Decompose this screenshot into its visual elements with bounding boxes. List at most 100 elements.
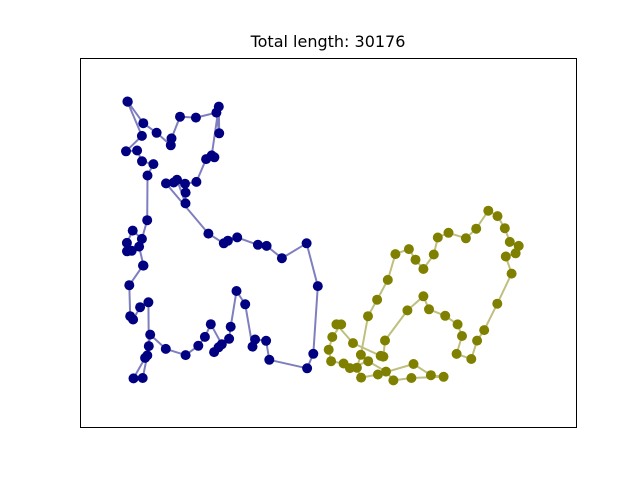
city-point-0-51	[140, 352, 151, 363]
city-point-1-21	[499, 223, 510, 234]
city-point-1-10	[457, 331, 467, 341]
city-point-1-43	[406, 373, 417, 383]
city-point-1-15	[492, 298, 503, 309]
city-point-0-44	[193, 340, 204, 351]
city-point-1-1	[348, 338, 358, 349]
city-point-1-45	[381, 366, 391, 377]
city-point-0-73	[122, 96, 133, 107]
city-point-0-53	[143, 297, 154, 308]
city-point-0-52	[143, 341, 154, 352]
city-point-0-47	[145, 329, 156, 340]
city-point-1-16	[506, 268, 517, 279]
city-point-0-56	[125, 311, 136, 322]
city-point-0-15	[180, 187, 191, 198]
city-point-0-46	[160, 343, 171, 354]
city-point-0-41	[216, 339, 227, 350]
city-point-0-29	[308, 348, 319, 359]
city-point-1-22	[492, 211, 503, 222]
city-point-1-40	[408, 359, 419, 369]
city-point-1-8	[440, 310, 451, 321]
city-point-0-49	[137, 373, 148, 383]
city-point-1-17	[500, 251, 511, 262]
city-point-0-63	[121, 237, 132, 248]
city-point-1-27	[432, 232, 443, 243]
city-point-0-67	[142, 170, 153, 181]
city-point-1-6	[418, 291, 429, 302]
city-point-0-40	[209, 347, 220, 358]
city-point-1-46	[363, 356, 374, 367]
city-point-0-65	[136, 233, 147, 244]
city-point-1-26	[443, 227, 454, 238]
city-point-1-44	[388, 375, 399, 386]
city-point-0-50	[128, 373, 139, 384]
city-point-0-38	[224, 333, 235, 344]
city-point-0-59	[138, 260, 149, 271]
city-point-0-6	[190, 112, 201, 123]
city-point-1-36	[355, 349, 366, 360]
city-point-1-19	[513, 240, 524, 251]
city-point-0-35	[240, 299, 251, 310]
city-point-0-30	[302, 363, 313, 374]
city-point-0-18	[168, 177, 179, 188]
city-point-1-29	[418, 264, 429, 274]
city-point-0-62	[122, 246, 132, 257]
city-point-1-32	[390, 249, 401, 260]
city-point-0-71	[121, 146, 131, 157]
city-point-1-20	[504, 236, 515, 247]
city-point-0-66	[142, 215, 153, 226]
city-point-1-4	[380, 335, 390, 346]
city-point-0-14	[180, 178, 190, 189]
city-point-1-48	[338, 358, 349, 369]
city-point-0-28	[312, 281, 323, 292]
city-point-0-72	[136, 130, 147, 141]
city-point-0-57	[124, 280, 135, 291]
city-point-1-30	[410, 254, 421, 265]
city-point-1-5	[402, 305, 413, 316]
city-point-0-23	[232, 232, 243, 243]
city-point-1-53	[331, 319, 342, 330]
city-point-1-38	[356, 372, 367, 383]
city-point-0-20	[203, 228, 214, 239]
city-point-0-43	[199, 331, 210, 342]
city-point-0-31	[264, 354, 275, 365]
city-point-0-9	[213, 101, 224, 112]
city-point-0-70	[132, 145, 143, 156]
city-point-0-19	[161, 178, 171, 189]
city-point-0-25	[261, 240, 272, 251]
city-point-1-23	[483, 205, 494, 216]
city-point-0-24	[252, 239, 263, 250]
city-point-0-42	[205, 319, 216, 330]
city-point-1-42	[438, 371, 449, 382]
city-point-1-7	[424, 304, 434, 315]
city-point-0-68	[148, 159, 159, 170]
city-point-1-49	[326, 356, 337, 367]
city-point-0-1	[138, 118, 149, 129]
city-point-1-51	[327, 332, 338, 342]
city-point-0-45	[180, 350, 191, 361]
city-point-1-25	[460, 233, 471, 244]
city-point-1-12	[466, 354, 477, 364]
city-point-0-27	[301, 238, 312, 249]
city-point-1-35	[363, 311, 373, 322]
city-point-0-64	[127, 225, 138, 236]
city-point-0-37	[225, 321, 236, 332]
city-point-0-13	[191, 176, 202, 187]
city-point-0-36	[231, 286, 242, 296]
city-point-1-9	[452, 319, 463, 330]
city-point-1-41	[425, 370, 436, 381]
city-point-1-14	[479, 325, 490, 336]
city-point-0-60	[134, 241, 145, 252]
chart-title: Total length: 30176	[250, 32, 406, 51]
city-point-1-3	[378, 351, 389, 362]
plot-area	[121, 96, 524, 386]
city-point-0-69	[137, 156, 147, 167]
city-point-1-39	[372, 369, 383, 380]
city-point-0-32	[261, 335, 272, 346]
city-point-1-31	[403, 244, 414, 255]
city-point-0-12	[201, 154, 212, 165]
city-point-0-16	[180, 198, 191, 209]
city-point-0-2	[151, 127, 162, 138]
city-point-1-28	[428, 249, 439, 260]
city-point-0-11	[209, 152, 220, 163]
city-point-0-22	[222, 235, 233, 246]
